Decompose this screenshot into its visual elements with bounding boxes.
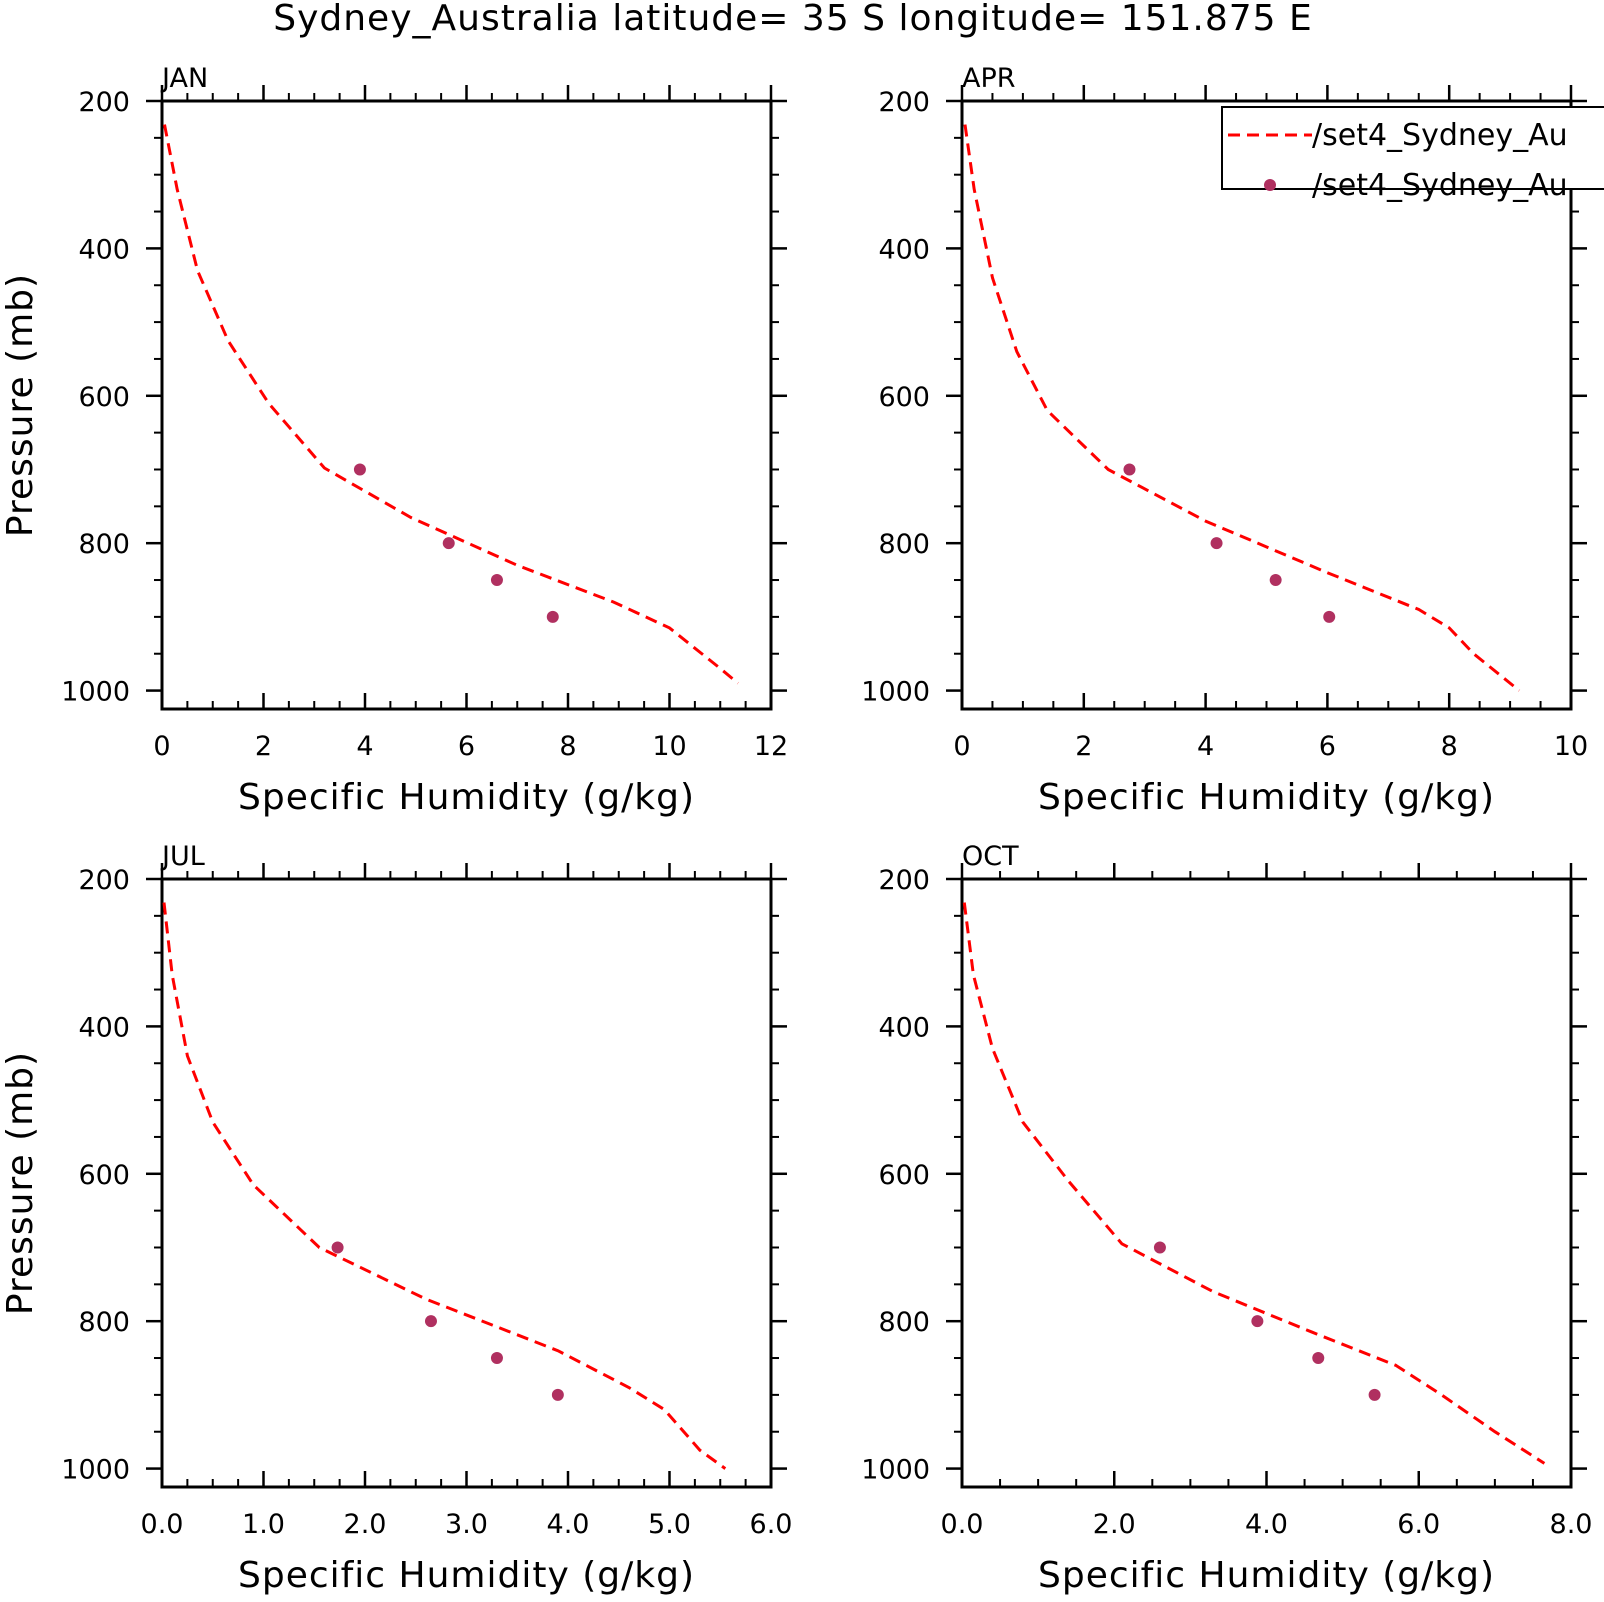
y-tick-label: 1000 bbox=[61, 1455, 130, 1486]
obs-point bbox=[331, 1241, 344, 1254]
panel-apr: 0 2 4 6 8 10 200 400 600 800 1000 APR Specific Humid… bbox=[861, 63, 1588, 818]
obs-point bbox=[551, 1388, 564, 1401]
data-layer bbox=[162, 902, 727, 1470]
y-tick-label: 800 bbox=[878, 1307, 930, 1338]
obs-point bbox=[1210, 537, 1223, 550]
obs-point bbox=[353, 463, 366, 476]
y-tick-label: 600 bbox=[878, 382, 930, 413]
panel-title: JUL bbox=[160, 841, 205, 872]
y-axis-title: Pressure (mb) bbox=[0, 273, 41, 537]
panel-oct: 0.0 2.0 4.0 6.0 8.0 200 400 600 800 1000 OCT Specif… bbox=[861, 841, 1592, 1596]
x-axis-title: Specific Humidity (g/kg) bbox=[1038, 777, 1495, 818]
model-profile-line bbox=[963, 124, 1521, 692]
data-layer bbox=[962, 902, 1546, 1465]
y-tick-label: 600 bbox=[78, 382, 130, 413]
model-profile-line bbox=[163, 124, 739, 685]
x-tick-label: 2 bbox=[255, 731, 272, 762]
legend-box bbox=[1221, 106, 1604, 190]
y-tick-label: 1000 bbox=[61, 677, 130, 708]
obs-point bbox=[1251, 1315, 1264, 1328]
x-axis-title: Specific Humidity (g/kg) bbox=[238, 777, 695, 818]
y-tick-label: 600 bbox=[78, 1160, 130, 1191]
x-axis-title: Specific Humidity (g/kg) bbox=[238, 1555, 695, 1596]
panel-jan: 0 2 4 6 8 10 12 200 400 600 800 1000 JAN Specific Hum… bbox=[0, 63, 788, 818]
x-tick-label: 8 bbox=[559, 731, 576, 762]
x-tick-label: 2.0 bbox=[344, 1509, 387, 1540]
plot-frame bbox=[160, 877, 773, 1489]
obs-point bbox=[442, 537, 455, 550]
y-tick-label: 200 bbox=[878, 87, 930, 118]
obs-point bbox=[1269, 574, 1282, 587]
data-layer bbox=[163, 124, 739, 685]
legend-entry-label: /set4_Sydney_Au bbox=[1312, 168, 1568, 203]
x-tick-label: 3.0 bbox=[445, 1509, 488, 1540]
y-tick-label: 400 bbox=[78, 234, 130, 265]
x-tick-label: 12 bbox=[754, 731, 788, 762]
plot-frame bbox=[960, 877, 1573, 1489]
x-tick-label: 6.0 bbox=[1397, 1509, 1440, 1540]
chart-main-title: Sydney_Australia latitude= 35 S longitud… bbox=[273, 0, 1313, 39]
model-profile-line bbox=[962, 902, 1546, 1465]
x-tick-label: 0 bbox=[153, 731, 170, 762]
legend: /set4_Sydney_Au/set4_Sydney_Au bbox=[1221, 106, 1604, 203]
x-tick-label: 10 bbox=[1554, 731, 1588, 762]
x-tick-label: 8.0 bbox=[1550, 1509, 1593, 1540]
x-tick-label: 0 bbox=[953, 731, 970, 762]
panel-title: OCT bbox=[962, 841, 1019, 872]
obs-point bbox=[1368, 1388, 1381, 1401]
y-tick-label: 800 bbox=[878, 529, 930, 560]
legend-dot-swatch bbox=[1264, 179, 1276, 191]
x-tick-label: 0.0 bbox=[141, 1509, 184, 1540]
x-tick-label: 2.0 bbox=[1093, 1509, 1136, 1540]
y-tick-label: 200 bbox=[78, 87, 130, 118]
x-tick-label: 4.0 bbox=[547, 1509, 590, 1540]
panel-title: JAN bbox=[160, 63, 208, 94]
y-tick-label: 400 bbox=[878, 234, 930, 265]
x-tick-label: 6 bbox=[458, 731, 475, 762]
y-tick-label: 600 bbox=[878, 1160, 930, 1191]
y-tick-label: 800 bbox=[78, 1307, 130, 1338]
obs-point bbox=[546, 610, 559, 623]
y-axis-title: Pressure (mb) bbox=[0, 1051, 41, 1315]
model-profile-line bbox=[162, 902, 727, 1470]
panel-jul: 0.0 1.0 2.0 3.0 4.0 5.0 6.0 200 400 600 800 1000 JUL… bbox=[0, 841, 792, 1596]
panels-group: 0 2 4 6 8 10 12 200 400 600 800 1000 JAN Specific Hum… bbox=[0, 63, 1592, 1596]
x-tick-label: 5.0 bbox=[648, 1509, 691, 1540]
x-tick-label: 4 bbox=[356, 731, 373, 762]
obs-point bbox=[1123, 463, 1136, 476]
y-tick-label: 800 bbox=[78, 529, 130, 560]
x-tick-label: 4.0 bbox=[1245, 1509, 1288, 1540]
x-tick-label: 8 bbox=[1441, 731, 1458, 762]
x-tick-label: 6.0 bbox=[750, 1509, 793, 1540]
x-axis-title: Specific Humidity (g/kg) bbox=[1038, 1555, 1495, 1596]
data-layer bbox=[963, 124, 1521, 692]
obs-point bbox=[490, 574, 503, 587]
y-tick-label: 400 bbox=[878, 1012, 930, 1043]
panel-title: APR bbox=[962, 63, 1016, 94]
x-tick-label: 0.0 bbox=[941, 1509, 984, 1540]
plot-frame bbox=[160, 99, 773, 711]
obs-point bbox=[490, 1352, 503, 1365]
legend-entry-label: /set4_Sydney_Au bbox=[1312, 118, 1568, 153]
y-tick-label: 200 bbox=[878, 865, 930, 896]
obs-point bbox=[424, 1315, 437, 1328]
x-tick-label: 1.0 bbox=[242, 1509, 285, 1540]
y-tick-label: 400 bbox=[78, 1012, 130, 1043]
obs-point bbox=[1153, 1241, 1166, 1254]
y-tick-label: 1000 bbox=[861, 677, 930, 708]
x-tick-label: 4 bbox=[1197, 731, 1214, 762]
obs-point bbox=[1323, 610, 1336, 623]
y-tick-label: 200 bbox=[78, 865, 130, 896]
x-tick-label: 2 bbox=[1075, 731, 1092, 762]
y-tick-label: 1000 bbox=[861, 1455, 930, 1486]
x-tick-label: 10 bbox=[652, 731, 686, 762]
obs-point bbox=[1312, 1352, 1325, 1365]
x-tick-label: 6 bbox=[1319, 731, 1336, 762]
